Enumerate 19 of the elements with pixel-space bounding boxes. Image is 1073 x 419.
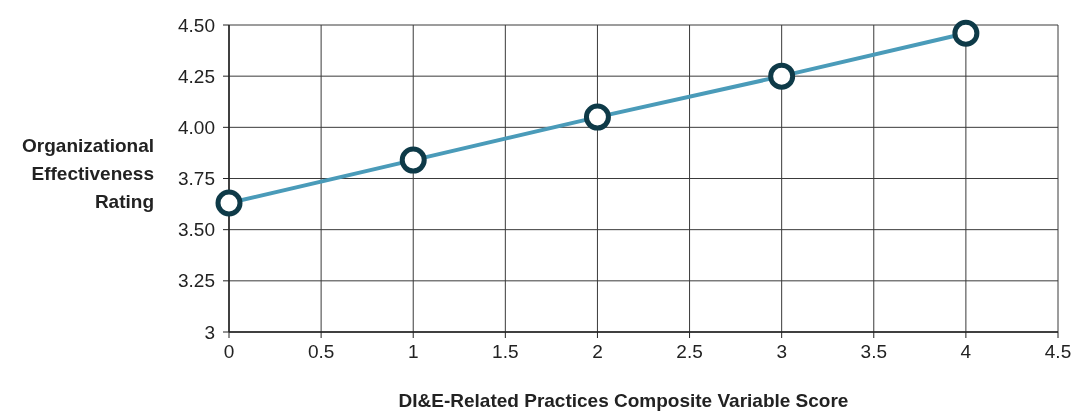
y-tick-label: 3 [204,321,215,343]
y-tick-label: 3.25 [178,270,215,292]
y-axis-title: Organizational Effectiveness Rating [22,135,154,212]
x-tick-label: 0 [223,341,235,362]
x-tick-label: 4 [960,341,972,362]
x-tick-label: 3 [776,341,787,362]
x-tick-label: 2 [592,341,603,362]
y-tick-label: 3.50 [178,219,215,241]
y-tick-label: 4.00 [178,116,215,138]
x-tick-label: 1.5 [492,341,519,362]
y-tick-label: 3.75 [178,168,215,190]
x-tick-label: 3.5 [860,341,887,362]
x-tick-label: 1 [407,341,419,362]
x-tick-label: 0.5 [307,341,335,362]
y-tick-label: 4.50 [178,14,215,36]
x-axis-title: DI&E-Related Practices Composite Variable Score [398,390,849,411]
x-tick-label: 4.5 [1044,341,1072,362]
x-tick-label: 2.5 [676,341,703,362]
y-tick-label: 4.25 [178,65,215,87]
